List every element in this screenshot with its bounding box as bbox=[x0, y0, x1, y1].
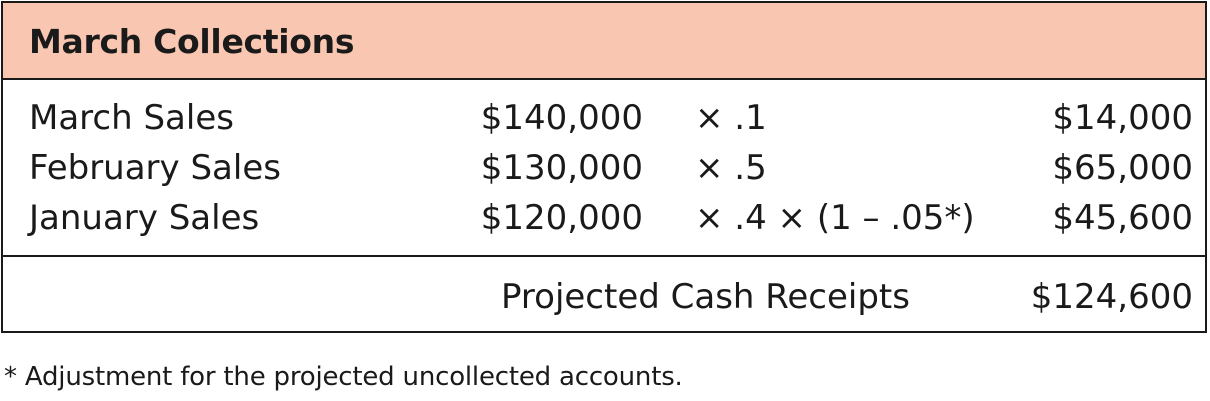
row-collection-factor: × .1 bbox=[695, 98, 767, 138]
collections-table: March Collections March Sales $140,000 ×… bbox=[1, 1, 1207, 333]
table-row: January Sales $120,000 × .4 × (1 – .05*)… bbox=[3, 198, 1205, 248]
row-label: January Sales bbox=[29, 198, 260, 238]
total-value: $124,600 bbox=[1030, 277, 1193, 317]
table-row: February Sales $130,000 × .5 $65,000 bbox=[3, 148, 1205, 198]
row-collected-amount: $14,000 bbox=[1052, 98, 1193, 138]
row-label: February Sales bbox=[29, 148, 281, 188]
table-header: March Collections bbox=[3, 3, 1205, 80]
row-collection-factor: × .5 bbox=[695, 148, 767, 188]
total-label: Projected Cash Receipts bbox=[501, 277, 910, 317]
footnote: * Adjustment for the projected uncollect… bbox=[4, 362, 683, 392]
row-sales-amount: $120,000 bbox=[480, 198, 643, 238]
row-collection-factor: × .4 × (1 – .05*) bbox=[695, 198, 975, 238]
row-collected-amount: $65,000 bbox=[1052, 148, 1193, 188]
table-row: March Sales $140,000 × .1 $14,000 bbox=[3, 98, 1205, 148]
total-row: Projected Cash Receipts $124,600 bbox=[3, 277, 1205, 321]
row-label: March Sales bbox=[29, 98, 234, 138]
table-title: March Collections bbox=[29, 22, 355, 61]
row-sales-amount: $130,000 bbox=[480, 148, 643, 188]
row-sales-amount: $140,000 bbox=[480, 98, 643, 138]
table-body: March Sales $140,000 × .1 $14,000 Februa… bbox=[3, 80, 1205, 257]
row-collected-amount: $45,600 bbox=[1052, 198, 1193, 238]
